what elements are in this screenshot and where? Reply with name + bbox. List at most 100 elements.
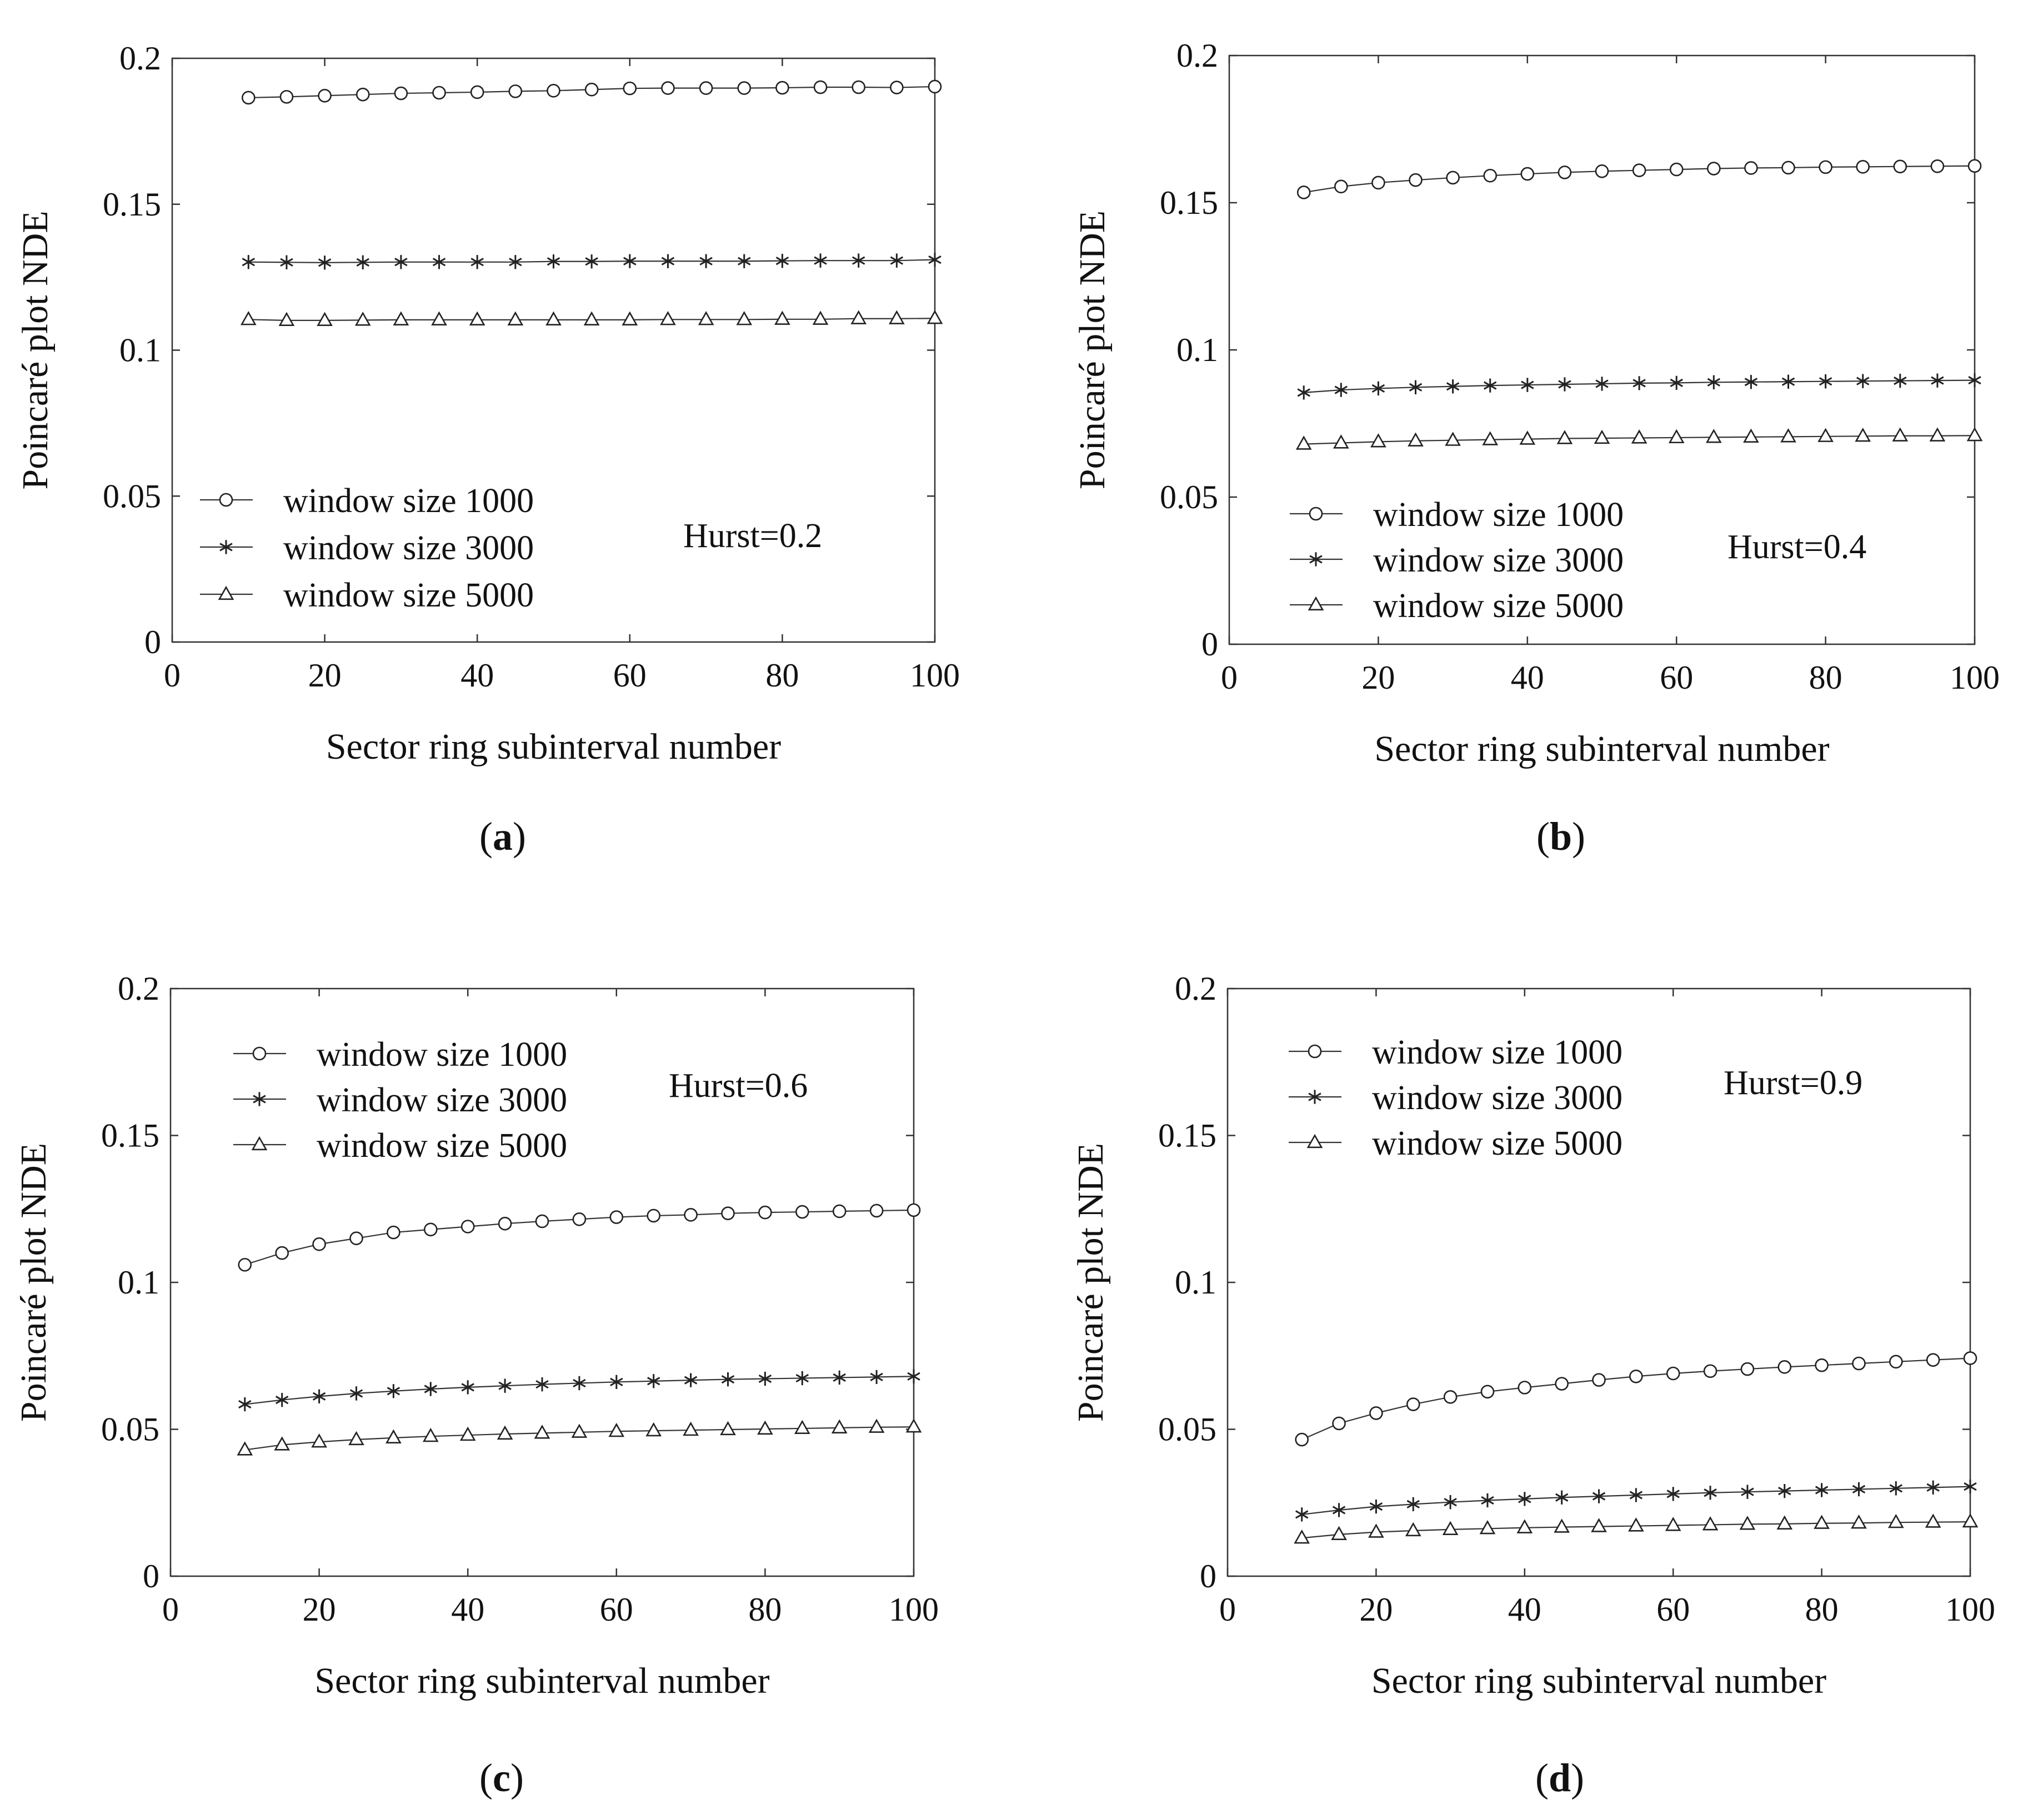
- legend: window size 1000 window size 3000 window s…: [1289, 1034, 1623, 1162]
- data-point: [1592, 1373, 1606, 1387]
- data-point: [1483, 168, 1497, 183]
- legend-label: window size 3000: [1372, 1079, 1623, 1117]
- data-point: [460, 1220, 475, 1234]
- data-point: [684, 1208, 698, 1222]
- data-point: [1334, 179, 1348, 194]
- data-point: [1332, 1503, 1346, 1517]
- data-point: [1666, 1487, 1680, 1501]
- x-tick-label: 0: [164, 657, 181, 694]
- data-point: [1931, 373, 1944, 388]
- data-point: [1930, 159, 1945, 173]
- data-point: [1702, 1516, 1719, 1531]
- chart-panel-b: 0 20 40 60 80 100 0 0.05 0.1 0.15 0.2 Sector ring s…: [1072, 37, 2000, 769]
- y-axis-label: Poincaré plot NDE: [1072, 210, 1113, 489]
- data-point: [1814, 1515, 1830, 1529]
- data-point: [1744, 161, 1758, 175]
- data-point: [1781, 374, 1795, 389]
- y-tick-label: 0.2: [118, 970, 159, 1007]
- data-point: [1518, 1381, 1532, 1395]
- data-point: [1556, 430, 1573, 444]
- data-point: [1669, 162, 1684, 177]
- data-point: [355, 87, 370, 102]
- data-point: [1405, 1522, 1421, 1537]
- x-tick-label: 20: [1361, 659, 1395, 696]
- x-tick-label: 60: [613, 657, 647, 694]
- data-point: [1670, 375, 1683, 390]
- series-triangle: [1295, 427, 1983, 450]
- data-point: [1481, 1493, 1494, 1508]
- data-point: [1777, 1360, 1792, 1374]
- x-tick-label: 80: [1809, 659, 1842, 696]
- data-point: [387, 1225, 400, 1240]
- legend-label: window size 1000: [283, 482, 534, 520]
- data-point: [547, 254, 560, 269]
- data-point: [1520, 167, 1535, 181]
- x-tick-label: 40: [451, 1591, 484, 1628]
- data-point: [1893, 159, 1907, 174]
- legend-label: window size 3000: [317, 1081, 567, 1119]
- x-tick-label: 60: [1656, 1591, 1690, 1628]
- data-point: [1815, 1358, 1829, 1372]
- data-point: [349, 1231, 363, 1245]
- y-tick-label: 0.1: [1175, 1264, 1216, 1301]
- chart-panel-c: 0 20 40 60 80 100 0 0.05 0.1 0.15 0.2 Sector ring s…: [13, 970, 939, 1701]
- chart-panel-d: 0 20 40 60 80 100 0 0.05 0.1 0.15 0.2 Sector ring s…: [1070, 970, 1995, 1701]
- data-point: [795, 1205, 809, 1219]
- data-point: [905, 1418, 922, 1433]
- y-tick-label: 0.1: [118, 1264, 159, 1301]
- data-point: [1629, 1488, 1643, 1502]
- data-point: [1631, 429, 1648, 444]
- data-point: [1889, 1481, 1903, 1496]
- data-point: [584, 82, 599, 97]
- data-point: [684, 1373, 698, 1387]
- data-point: [1926, 1480, 1940, 1495]
- y-tick-label: 0: [144, 624, 161, 660]
- legend-marker: [219, 493, 233, 507]
- y-tick-label: 0: [1201, 626, 1218, 663]
- data-point: [1705, 429, 1722, 443]
- data-point: [721, 1206, 735, 1220]
- y-tick-label: 0: [143, 1558, 159, 1595]
- series-triangle: [240, 309, 943, 326]
- data-point: [928, 79, 942, 94]
- data-point: [795, 1371, 809, 1386]
- data-point: [583, 311, 600, 325]
- data-point: [1555, 1490, 1569, 1505]
- data-point: [394, 255, 408, 269]
- data-point: [497, 1425, 513, 1440]
- data-point: [242, 255, 256, 269]
- data-point: [349, 1386, 363, 1401]
- series-asterisk: [242, 252, 942, 270]
- legend: window size 1000 window size 3000 window s…: [200, 482, 534, 614]
- legend-marker: [218, 585, 234, 600]
- data-point: [775, 254, 789, 268]
- data-point: [1892, 427, 1909, 442]
- data-point: [498, 1378, 512, 1393]
- series-triangle: [1294, 1513, 1979, 1544]
- data-point: [1446, 379, 1460, 394]
- data-point: [1594, 429, 1610, 444]
- data-point: [1334, 383, 1348, 397]
- data-point: [1409, 380, 1423, 394]
- data-point: [573, 1376, 586, 1391]
- data-point: [1295, 435, 1312, 450]
- data-point: [240, 311, 257, 325]
- x-tick-label: 20: [308, 657, 342, 694]
- data-point: [683, 1421, 699, 1436]
- data-point: [274, 1436, 291, 1451]
- data-point: [1851, 1514, 1867, 1529]
- data-point: [1629, 1369, 1643, 1383]
- data-point: [1446, 171, 1460, 185]
- x-tick-label: 80: [1805, 1591, 1839, 1628]
- data-point: [1479, 1520, 1496, 1535]
- data-point: [1408, 432, 1424, 447]
- data-point: [1516, 1519, 1533, 1533]
- data-point: [831, 1419, 848, 1433]
- data-point: [1966, 427, 1983, 442]
- data-point: [1703, 1364, 1717, 1378]
- data-point: [1665, 1517, 1681, 1531]
- data-point: [354, 312, 371, 326]
- x-tick-label: 80: [765, 657, 799, 694]
- data-point: [432, 255, 446, 269]
